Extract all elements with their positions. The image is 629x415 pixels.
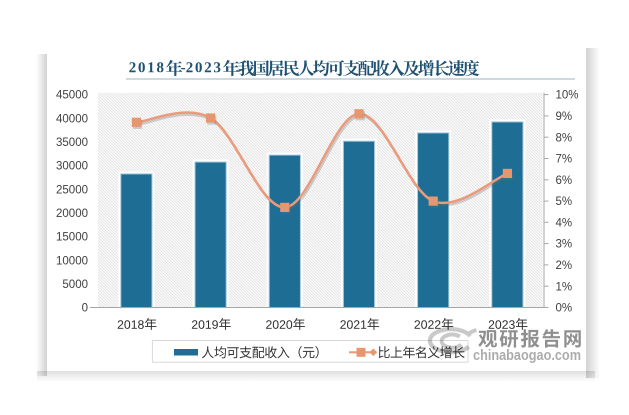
svg-text:6%: 6%: [556, 175, 573, 187]
svg-text:40000: 40000: [56, 113, 88, 125]
svg-text:4%: 4%: [556, 217, 573, 229]
svg-text:5000: 5000: [62, 279, 88, 291]
svg-text:8%: 8%: [556, 132, 573, 144]
svg-text:chinabaogao.com: chinabaogao.com: [473, 348, 581, 364]
svg-text:3%: 3%: [556, 239, 573, 251]
svg-text:45000: 45000: [56, 90, 88, 102]
svg-text:10000: 10000: [56, 255, 88, 267]
svg-text:7%: 7%: [556, 154, 573, 166]
svg-text:9%: 9%: [556, 111, 573, 123]
svg-text:35000: 35000: [56, 137, 88, 149]
svg-text:2%: 2%: [556, 260, 573, 272]
svg-text:0%: 0%: [556, 303, 573, 315]
svg-text:30000: 30000: [56, 161, 88, 173]
svg-text:5%: 5%: [556, 196, 573, 208]
svg-text:20000: 20000: [56, 208, 88, 220]
svg-text:0: 0: [82, 303, 88, 315]
svg-text:10%: 10%: [556, 90, 579, 102]
svg-text:15000: 15000: [56, 232, 88, 244]
svg-text:1%: 1%: [556, 281, 573, 293]
svg-text:25000: 25000: [56, 184, 88, 196]
